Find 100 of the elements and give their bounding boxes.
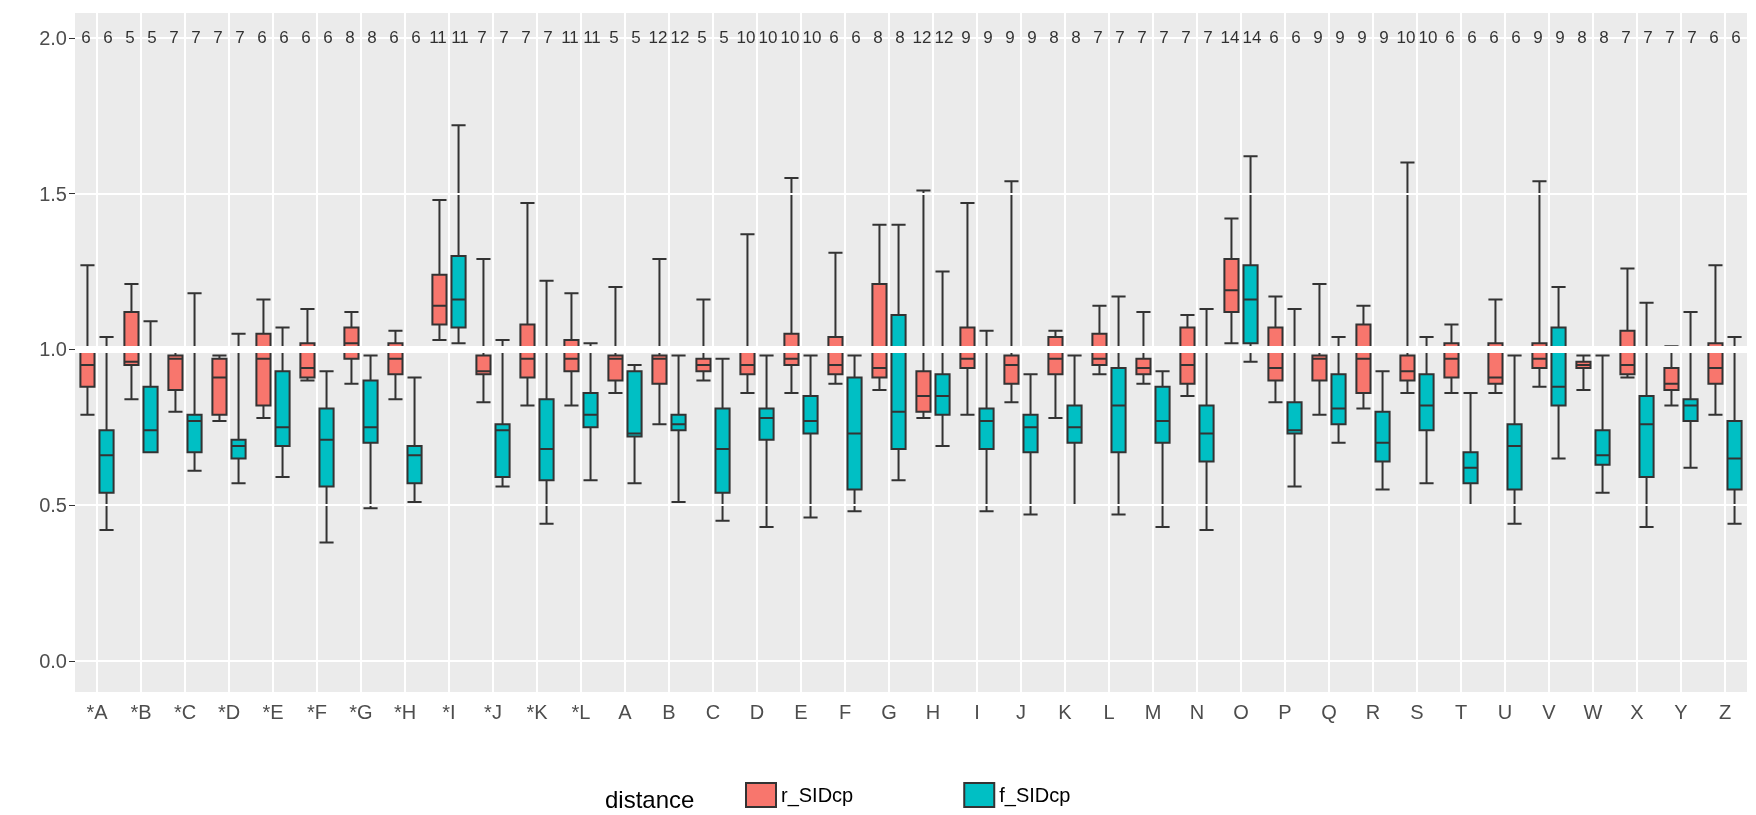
x-tick-label: A [618, 701, 633, 723]
x-tick-label: R [1365, 701, 1381, 723]
text: 8 [1071, 28, 1081, 48]
text: 6 [301, 28, 311, 48]
text: 10 [1418, 28, 1438, 48]
text: 6 [389, 28, 399, 48]
x-tick-label: W [1583, 701, 1603, 723]
x-tick-label: B [662, 701, 676, 723]
legend-label: f_SIDcp [999, 784, 1071, 807]
text: 5 [609, 28, 619, 48]
text: 7 [499, 28, 509, 48]
text: 6 [1709, 28, 1719, 48]
text: 7 [235, 28, 245, 48]
text: 6 [257, 28, 267, 48]
text: 9 [1313, 28, 1323, 48]
x-tick-label: *L [571, 701, 591, 723]
x-tick-label: J [1016, 701, 1026, 723]
x-tick-label: *G [349, 701, 373, 723]
text: 7 [1665, 28, 1675, 48]
x-tick-label: L [1103, 701, 1115, 723]
text: 6 [279, 28, 289, 48]
text: 5 [697, 28, 707, 48]
text: 6 [1731, 28, 1741, 48]
x-tick-label: K [1058, 701, 1073, 723]
text: 7 [213, 28, 223, 48]
text: 12 [648, 28, 668, 48]
text: 7 [521, 28, 531, 48]
text: 11 [583, 28, 601, 48]
text: 6 [103, 28, 113, 48]
y-tick-label: 1.0 [39, 338, 67, 361]
legend-label: r_SIDcp [781, 784, 854, 807]
text: 10 [1396, 28, 1416, 48]
text: 6 [323, 28, 333, 48]
text: 7 [477, 28, 487, 48]
y-tick-label: 1.5 [39, 182, 67, 205]
text: 6 [1489, 28, 1499, 48]
text: 11 [429, 28, 447, 48]
x-tick-label: *H [393, 701, 417, 723]
text: 11 [561, 28, 579, 48]
text: 7 [1137, 28, 1147, 48]
text: 12 [934, 28, 954, 48]
x-tick-label: U [1497, 701, 1513, 723]
text: 7 [1159, 28, 1169, 48]
x-tick-label: *D [217, 701, 241, 723]
x-tick-label: X [1630, 701, 1644, 723]
text: 10 [758, 28, 778, 48]
x-tick-label: V [1542, 701, 1557, 723]
text: 7 [1093, 28, 1103, 48]
text: 9 [983, 28, 993, 48]
y-tick-label: 0.5 [39, 494, 67, 517]
text: 9 [1335, 28, 1345, 48]
x-tick-label: N [1189, 701, 1205, 723]
text: 9 [1379, 28, 1389, 48]
text: 10 [780, 28, 800, 48]
text: 10 [802, 28, 822, 48]
x-tick-label: Q [1321, 701, 1337, 723]
text: 8 [367, 28, 377, 48]
x-tick-label: P [1278, 701, 1292, 723]
text: 7 [543, 28, 553, 48]
text: 8 [345, 28, 355, 48]
x-tick-label: T [1454, 701, 1468, 723]
x-tick-label: *F [307, 701, 327, 723]
x-tick-label: *C [173, 701, 197, 723]
text: 5 [147, 28, 157, 48]
text: 6 [1467, 28, 1477, 48]
text: 7 [191, 28, 201, 48]
text: 10 [736, 28, 756, 48]
text: 8 [895, 28, 905, 48]
text: 9 [1533, 28, 1543, 48]
x-tick-label: O [1233, 701, 1249, 723]
text: 8 [873, 28, 883, 48]
text: 5 [719, 28, 729, 48]
text: 9 [1555, 28, 1565, 48]
text: 14 [1220, 28, 1240, 48]
x-tick-label: *A [86, 701, 109, 723]
x-tick-label: Y [1674, 701, 1688, 723]
text: 6 [1511, 28, 1521, 48]
x-tick-label: H [925, 701, 941, 723]
text: 7 [1621, 28, 1631, 48]
text: 6 [851, 28, 861, 48]
text: 6 [1291, 28, 1301, 48]
x-tick-label: S [1410, 701, 1424, 723]
text: 5 [631, 28, 641, 48]
text: 7 [1643, 28, 1653, 48]
text: 5 [125, 28, 135, 48]
x-tick-label: I [974, 701, 980, 723]
text: 7 [1203, 28, 1213, 48]
text: 9 [1027, 28, 1037, 48]
text: 6 [1269, 28, 1279, 48]
text: 7 [1181, 28, 1191, 48]
text: 12 [670, 28, 690, 48]
text: 6 [411, 28, 421, 48]
text: 9 [1005, 28, 1015, 48]
text: 8 [1599, 28, 1609, 48]
text: 12 [912, 28, 932, 48]
legend-title: distance [605, 785, 695, 813]
text: 6 [1445, 28, 1455, 48]
text: 9 [961, 28, 971, 48]
x-tick-label: *K [526, 701, 549, 723]
text: 6 [829, 28, 839, 48]
